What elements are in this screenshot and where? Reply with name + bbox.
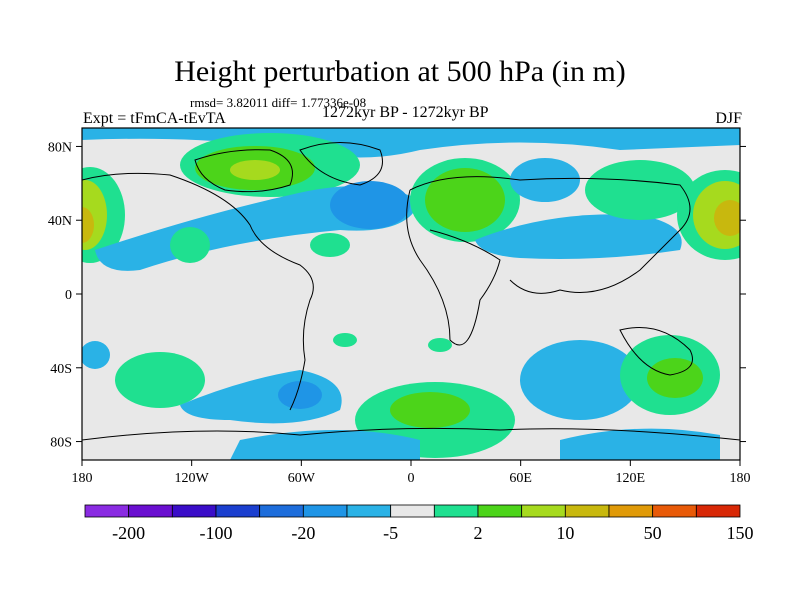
colorbar-label: -100: [200, 523, 233, 543]
coastlines: [82, 142, 740, 441]
colorbar-label: 2: [474, 523, 483, 543]
lat-tick-label: 40S: [50, 362, 72, 377]
map-plot-area: [81, 127, 741, 461]
page-title: Height perturbation at 500 hPa (in m): [174, 55, 626, 88]
colorbar-swatch: [84, 504, 130, 518]
experiment-label: Expt = tFmCA-tEvTA: [83, 110, 226, 127]
colorbar-swatch: [433, 504, 479, 518]
colorbar-swatch: [477, 504, 523, 518]
colorbar-label: -20: [291, 523, 315, 543]
colorbar-swatch: [521, 504, 566, 518]
colorbar-swatch: [259, 504, 304, 518]
colorbar-swatch: [564, 504, 610, 518]
contour-fields: [82, 128, 740, 460]
stats-subtitle: rmsd= 3.82011 diff= 1.77336e-08: [190, 95, 367, 110]
colorbar-swatch: [695, 504, 741, 518]
colorbar-swatch: [215, 504, 261, 518]
colorbar-swatch: [302, 504, 348, 518]
colorbar-swatch: [608, 504, 654, 518]
lon-tick-label: 180: [72, 471, 93, 486]
colorbar-label: -200: [112, 523, 145, 543]
lat-tick-label: 80N: [48, 140, 72, 155]
lon-tick-label: 0: [408, 471, 415, 486]
colorbar: -200 -100 -20 -5 2 10 50 150: [84, 504, 754, 543]
lon-tick-label: 180: [730, 471, 751, 486]
lon-tick-label: 120E: [616, 471, 646, 486]
colorbar-label: -5: [383, 523, 398, 543]
lat-tick-label: 80S: [50, 436, 72, 451]
colorbar-label: 10: [556, 523, 574, 543]
latitude-axis: 80N 40N 0 40S 80S: [48, 140, 746, 451]
colorbar-swatch: [652, 504, 697, 518]
longitude-axis: 180 120W 60W 0 60E 120E 180: [72, 460, 751, 486]
colorbar-label: 50: [644, 523, 662, 543]
colorbar-swatch: [171, 504, 217, 518]
colorbar-swatch: [390, 504, 435, 518]
lat-tick-label: 40N: [48, 214, 72, 229]
lon-tick-label: 120W: [175, 471, 210, 486]
colorbar-swatch: [128, 504, 173, 518]
lon-tick-label: 60W: [288, 471, 316, 486]
colorbar-swatch: [346, 504, 392, 518]
period-label: 1272kyr BP - 1272kyr BP: [322, 104, 489, 121]
season-label: DJF: [715, 110, 742, 127]
lat-tick-label: 0: [65, 288, 72, 303]
colorbar-label: 150: [727, 523, 754, 543]
lon-tick-label: 60E: [509, 471, 532, 486]
